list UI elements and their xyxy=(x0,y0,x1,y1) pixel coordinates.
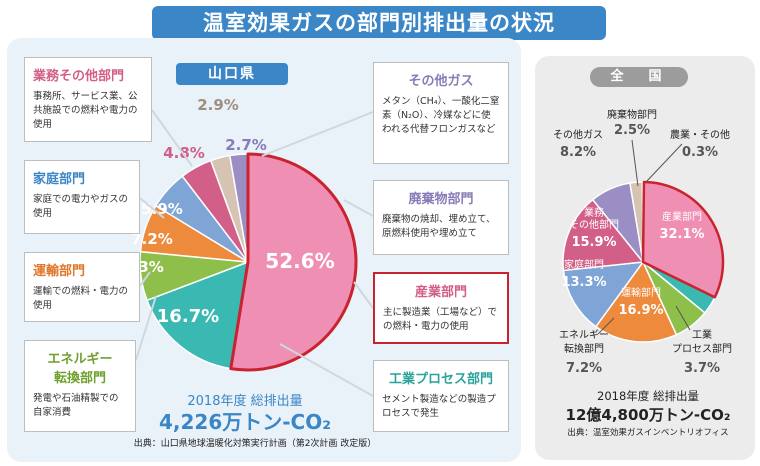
national-name-other-gas: その他ガス xyxy=(553,128,603,141)
box-business-desc: 事務所、サービス業、公共施設での燃料や電力の使用 xyxy=(33,91,138,130)
national-name-process-l2: プロセス部門 xyxy=(672,342,732,355)
national-name-industry: 産業部門 xyxy=(662,210,702,223)
box-industry: 産業部門 主に製造業（工場など）での燃料・電力の使用 xyxy=(373,272,509,344)
connector-industry xyxy=(353,281,374,309)
national-name-process-l1: 工業 xyxy=(692,328,712,341)
connector-transport xyxy=(139,271,151,287)
national-leader-process xyxy=(675,305,691,331)
box-industrial-process-desc: セメント製造などの製造プロセスで発生 xyxy=(382,394,496,419)
box-other-gas-title: その他ガス xyxy=(408,74,474,89)
box-other-gas-desc: メタン（CH₄）、一酸化二窒素（N₂O）、冷媒などに使われる代替フロンガスなど xyxy=(382,96,500,135)
national-slice-business xyxy=(562,198,645,272)
box-transport-desc: 運輸での燃料・電力の使用 xyxy=(33,286,129,311)
box-business-title: 業務その他部門 xyxy=(33,69,125,84)
box-other-gas: その他ガス メタン（CH₄）、一酸化二窒素（N₂O）、冷媒などに使われる代替フロ… xyxy=(373,62,509,164)
connector-business xyxy=(151,109,193,167)
yamaguchi-label-household: 5.9% xyxy=(141,200,183,218)
box-energy-title-l2: 転換部門 xyxy=(53,371,106,386)
yamaguchi-slice-industrial_process xyxy=(146,260,249,370)
national-label: 全 国 xyxy=(590,67,688,87)
connector-energy xyxy=(135,295,157,361)
national-label-energy: 7.2% xyxy=(566,361,602,376)
box-business: 業務その他部門 事務所、サービス業、公共施設での燃料や電力の使用 xyxy=(24,57,152,142)
national-leader-energy xyxy=(597,317,615,335)
national-name-household: 家庭部門 xyxy=(564,258,604,271)
connector-household xyxy=(139,197,165,219)
national-label-household: 13.3% xyxy=(561,275,606,290)
yamaguchi-label-transport: 7.2% xyxy=(131,230,173,248)
yamaguchi-label-business: 4.8% xyxy=(163,144,205,162)
national-label-industry: 32.1% xyxy=(659,227,704,242)
yamaguchi-label-industry: 52.6% xyxy=(265,249,334,273)
national-label-agriculture: 0.3% xyxy=(682,145,718,160)
connector-other-gas xyxy=(261,111,374,157)
national-leader-agriculture xyxy=(645,143,683,183)
box-energy-title-l1: エネルギー xyxy=(47,352,113,367)
national-industry-highlight xyxy=(641,180,725,299)
box-industry-desc: 主に製造業（工場など）での燃料・電力の使用 xyxy=(383,307,498,332)
national-leader-waste xyxy=(631,139,639,187)
box-waste-desc: 廃棄物の焼却、埋め立て、原燃料使用や埋め立て xyxy=(382,214,496,239)
national-name-agriculture: 農業・その他 xyxy=(670,128,730,141)
national-source: 出典：温室効果ガスインベントリオフィス xyxy=(567,428,729,438)
national-label-transport: 16.9% xyxy=(618,303,663,318)
national-label-waste: 2.5% xyxy=(614,123,650,138)
national-label-business: 15.9% xyxy=(571,235,616,250)
connector-industrial-process xyxy=(279,343,374,397)
yamaguchi-total-value: 4,226万トン-CO₂ xyxy=(158,410,331,434)
box-industrial-process-title: 工業プロセス部門 xyxy=(388,372,493,387)
national-name-energy-l1: エネルギー xyxy=(559,329,609,341)
national-label-process: 3.7% xyxy=(684,361,720,376)
yamaguchi-industry-highlight xyxy=(229,152,358,372)
yamaguchi-source: 出典：山口県地球温暖化対策実行計画（第2次計画 改定版） xyxy=(133,439,377,449)
national-slice-household xyxy=(562,261,645,328)
box-household-title: 家庭部門 xyxy=(33,172,86,187)
connector-waste xyxy=(343,199,374,217)
box-transport-title: 運輸部門 xyxy=(33,264,86,279)
national-name-energy-l2: 転換部門 xyxy=(564,342,604,355)
national-slice-transport xyxy=(594,260,678,343)
box-energy-desc: 発電や石油精製での自家消費 xyxy=(33,393,119,418)
box-waste-title: 廃棄物部門 xyxy=(408,192,474,207)
national-name-waste: 廃棄物部門 xyxy=(607,108,657,121)
box-household: 家庭部門 家庭での電力やガスの使用 xyxy=(24,160,140,234)
yamaguchi-label-waste: 2.9% xyxy=(197,96,239,114)
box-waste: 廃棄物部門 廃棄物の焼却、埋め立て、原燃料使用や埋め立て xyxy=(373,180,509,255)
box-household-desc: 家庭での電力やガスの使用 xyxy=(33,194,129,219)
national-name-transport: 運輸部門 xyxy=(621,286,661,299)
region-label: 山口県 xyxy=(176,63,288,85)
box-industry-title: 産業部門 xyxy=(414,285,467,300)
box-transport: 運輸部門 運輸での燃料・電力の使用 xyxy=(24,252,140,322)
yamaguchi-total-year: 2018年度 総排出量 xyxy=(187,394,303,409)
yamaguchi-label-other_gas: 2.7% xyxy=(225,136,267,154)
yamaguchi-label-industrial_process: 16.7% xyxy=(157,306,219,327)
box-industrial-process: 工業プロセス部門 セメント製造などの製造プロセスで発生 xyxy=(373,360,509,432)
national-name-business-l1: 業務 xyxy=(584,206,604,219)
box-energy: エネルギー 転換部門 発電や石油精製での自家消費 xyxy=(24,340,136,432)
national-total-value: 12億4,800万トン-CO₂ xyxy=(565,406,731,424)
national-total-year: 2018年度 総排出量 xyxy=(597,389,699,403)
national-label-other-gas: 8.2% xyxy=(560,145,596,160)
national-name-business-l2: その他部門 xyxy=(569,218,619,231)
page-title: 温室効果ガスの部門別排出量の状況 xyxy=(152,6,606,40)
